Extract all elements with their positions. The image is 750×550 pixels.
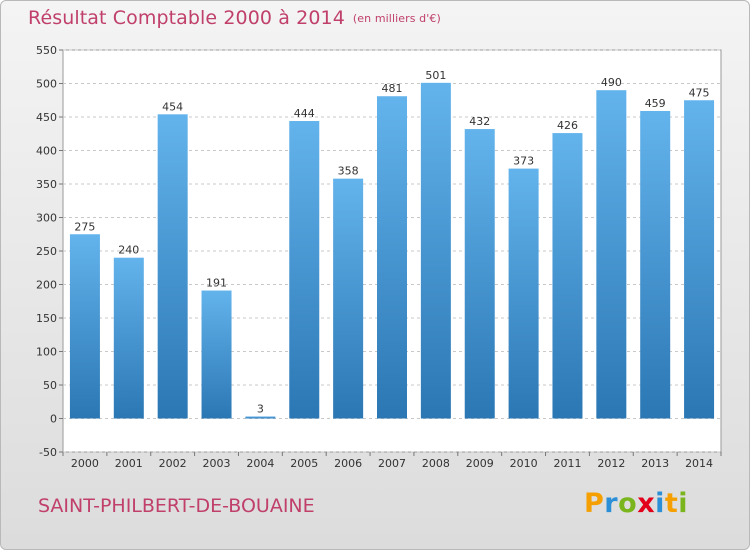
y-tick-label: 250	[36, 245, 57, 258]
x-tick-label-2010: 2010	[510, 457, 538, 470]
x-tick-label-2004: 2004	[246, 457, 274, 470]
x-tick-label-2002: 2002	[159, 457, 187, 470]
bar-2011	[552, 133, 583, 419]
y-tick-label: 400	[36, 145, 57, 158]
commune-name: SAINT-PHILBERT-DE-BOUAINE	[38, 495, 315, 517]
y-tick-label: 350	[36, 178, 57, 191]
x-tick-label-2012: 2012	[597, 457, 625, 470]
bar-2014	[684, 100, 715, 419]
x-tick-label-2013: 2013	[641, 457, 669, 470]
y-tick-label: 0	[50, 413, 57, 426]
bar-2002	[157, 114, 188, 419]
y-tick-label: 150	[36, 312, 57, 325]
chart-title-unit: (en milliers d'€)	[352, 12, 441, 25]
x-tick-label-2005: 2005	[290, 457, 318, 470]
logo-letter: i	[678, 488, 689, 519]
y-tick-label: 200	[36, 279, 57, 292]
logo-letter: i	[655, 488, 665, 519]
value-label-2002: 454	[162, 100, 183, 113]
y-axis: -50 0 50 100 150 200 250 300 350 400 450 500 550	[36, 44, 63, 459]
logo-letter: o	[618, 488, 638, 519]
x-axis: 2000 2001 2002 2003 2004 2005 2006 2007 2008 2009…	[62, 452, 722, 470]
bar-2008	[420, 82, 451, 419]
y-tick-label: -50	[39, 446, 57, 459]
y-tick-label: 550	[36, 44, 57, 57]
x-tick-label-2000: 2000	[71, 457, 99, 470]
value-label-2014: 475	[689, 86, 710, 99]
value-label-2013: 459	[645, 97, 666, 110]
x-tick-label-2007: 2007	[378, 457, 406, 470]
value-label-2003: 191	[206, 277, 227, 290]
logo-letter: r	[604, 488, 619, 519]
x-tick-label-2008: 2008	[422, 457, 450, 470]
y-tick-label: 300	[36, 212, 57, 225]
x-tick-label-2003: 2003	[203, 457, 231, 470]
y-tick-label: 100	[36, 346, 57, 359]
bar-2001	[113, 257, 144, 419]
bar-2007	[377, 96, 407, 419]
y-tick-label: 50	[43, 379, 57, 392]
bar-2013	[640, 110, 671, 419]
logo-letter: x	[637, 488, 656, 519]
x-tick-label-2001: 2001	[115, 457, 143, 470]
y-tick-label: 500	[36, 78, 57, 91]
value-label-2007: 481	[382, 82, 403, 95]
proxiti-logo: Proxiti	[584, 488, 688, 519]
bar-2005	[289, 121, 320, 419]
bar-2009	[464, 129, 495, 419]
value-label-2010: 373	[513, 155, 534, 168]
x-tick-label-2011: 2011	[553, 457, 581, 470]
bar-2000	[69, 234, 100, 419]
value-label-2009: 432	[469, 115, 490, 128]
logo-letter: t	[664, 488, 679, 519]
y-tick-label: 450	[36, 111, 57, 124]
bar-2004	[245, 416, 276, 419]
bars: 275 240 454 191 3 444 358 481 501 432 373 426 490 459…	[69, 69, 715, 419]
value-label-2005: 444	[294, 107, 315, 120]
chart-title-text: Résultat Comptable 2000 à 2014	[28, 7, 345, 29]
value-label-2012: 490	[601, 76, 622, 89]
bar-2010	[508, 168, 539, 419]
value-label-2011: 426	[557, 119, 578, 132]
bar-2006	[333, 178, 364, 419]
x-tick-label-2006: 2006	[334, 457, 362, 470]
value-label-2004: 3	[257, 402, 264, 415]
x-tick-label-2014: 2014	[685, 457, 713, 470]
x-tick-label-2009: 2009	[466, 457, 494, 470]
value-label-2008: 501	[425, 69, 446, 82]
bar-2003	[201, 290, 232, 419]
logo-letter: P	[584, 488, 605, 519]
bar-2012	[596, 90, 627, 419]
chart-title: Résultat Comptable 2000 à 2014 (en millie…	[28, 7, 441, 29]
value-label-2006: 358	[338, 165, 359, 178]
value-label-2001: 240	[118, 244, 139, 257]
value-label-2000: 275	[74, 220, 95, 233]
